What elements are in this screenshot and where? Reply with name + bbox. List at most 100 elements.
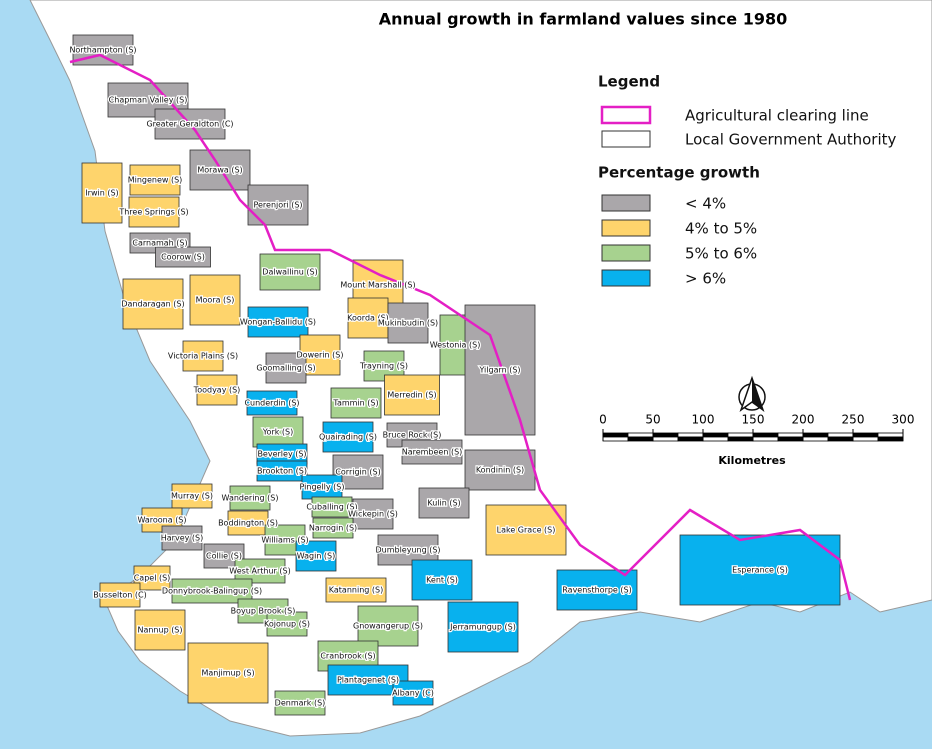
region-label: Kent (S) [426, 576, 458, 585]
region-label: Greater Geraldton (C) [146, 120, 233, 129]
scale-segment [802, 436, 829, 442]
region-label: Plantagenet (S) [337, 676, 399, 685]
region-label: Mount Marshall (S) [340, 281, 415, 290]
region [312, 517, 354, 539]
legend: Agricultural clearing line Local Governme… [600, 105, 897, 288]
region [266, 611, 308, 637]
region [464, 449, 536, 491]
region [299, 334, 341, 376]
legend-label: Agricultural clearing line [685, 107, 869, 125]
scale-segment [652, 432, 679, 438]
region-label: Narrogin (S) [309, 524, 357, 533]
region-label: Yilgarn (S) [478, 366, 520, 375]
region-label: Carnamah (S) [132, 239, 187, 248]
region-label: Cranbrook (S) [320, 652, 375, 661]
region-label: Quairading (S) [319, 433, 377, 442]
legend-label: < 4% [685, 195, 726, 213]
scale-segment [852, 436, 879, 442]
region-label: Three Springs (S) [118, 208, 188, 217]
region-label: Lake Grace (S) [497, 526, 556, 535]
region-label: Katanning (S) [329, 586, 383, 595]
region-label: Tammin (S) [332, 399, 378, 408]
region-label: Moora (S) [196, 296, 235, 305]
scale-segment [627, 436, 654, 442]
region-label: Mingenew (S) [128, 176, 183, 185]
region [256, 460, 308, 482]
scale-segment [827, 432, 854, 438]
region [401, 439, 463, 465]
scale-segment [677, 436, 704, 442]
scale-unit: Kilometres [718, 454, 786, 467]
region-label: West Arthur (S) [229, 567, 290, 576]
region-label: Collie (S) [206, 552, 242, 561]
region-label: Boyup Brook (S) [231, 607, 296, 616]
legend-swatch [600, 105, 652, 125]
region-label: Murray (S) [171, 492, 213, 501]
region-label: Gnowangerup (S) [353, 622, 423, 631]
legend-label: 5% to 6% [685, 245, 757, 263]
scale-segment [752, 436, 779, 442]
region-label: Northampton (S) [69, 46, 136, 55]
scale-segment [777, 432, 804, 438]
region [229, 485, 271, 511]
region [357, 605, 419, 647]
region [265, 352, 307, 384]
region-label: Narembeen (S) [402, 448, 463, 457]
region [411, 559, 473, 601]
region-label: Wickepin (S) [348, 510, 398, 519]
region-label: Wongan-Ballidu (S) [240, 318, 316, 327]
region [387, 302, 429, 344]
scale-segment [702, 436, 729, 442]
region [384, 374, 440, 416]
region [295, 540, 337, 572]
region-label: Cunderdin (S) [244, 399, 299, 408]
region [81, 162, 123, 224]
region-label: Manjimup (S) [201, 669, 254, 678]
region-label: Denmark (S) [275, 699, 326, 708]
scale-bar: 0 50 100 150 200 250 300 [599, 413, 914, 442]
region [322, 421, 374, 453]
region-label: Beverley (S) [257, 450, 306, 459]
region-label: Chapman Valley (S) [109, 96, 188, 105]
scale-tick-label: 300 [892, 413, 915, 427]
scale-tick-label: 0 [599, 413, 607, 427]
legend-swatch [601, 194, 651, 212]
region-label: Perenjori (S) [253, 201, 302, 210]
region [171, 483, 213, 509]
region-label: Kulin (S) [427, 499, 460, 508]
region [196, 374, 238, 406]
scale-tick-label: 100 [692, 413, 715, 427]
scale-segment [827, 436, 854, 442]
region [122, 278, 184, 330]
region [325, 577, 387, 603]
region [311, 496, 353, 518]
region [679, 534, 841, 606]
region-label: Wagin (S) [297, 552, 336, 561]
scale-segment [852, 432, 879, 438]
scale-segment [777, 436, 804, 442]
region [99, 582, 141, 608]
region-label: Wandering (S) [222, 494, 279, 503]
region-label: Morawa (S) [197, 166, 242, 175]
region-label: Bruce Rock (S) [383, 431, 442, 440]
region-label: Dumbleyung (S) [375, 546, 440, 555]
scale-segment [602, 432, 629, 438]
scale-segment [702, 432, 729, 438]
region-label: Coorow (S) [161, 253, 205, 262]
region [187, 642, 269, 704]
region-label: Harvey (S) [161, 534, 203, 543]
region-label: Dalwallinu (S) [262, 268, 317, 277]
region-label: Kondinin (S) [476, 466, 524, 475]
region-label: Kojonup (S) [264, 620, 310, 629]
region-label: Nannup (S) [137, 626, 182, 635]
region-label: Brookton (S) [257, 467, 307, 476]
region [128, 196, 180, 228]
region [274, 690, 326, 716]
legend-swatch [601, 244, 651, 262]
region [161, 525, 203, 551]
region [247, 306, 309, 338]
region-label: Trayning (S) [359, 362, 408, 371]
region-label: Ravensthorpe (S) [562, 586, 631, 595]
region-label: Esperance (S) [732, 566, 788, 575]
